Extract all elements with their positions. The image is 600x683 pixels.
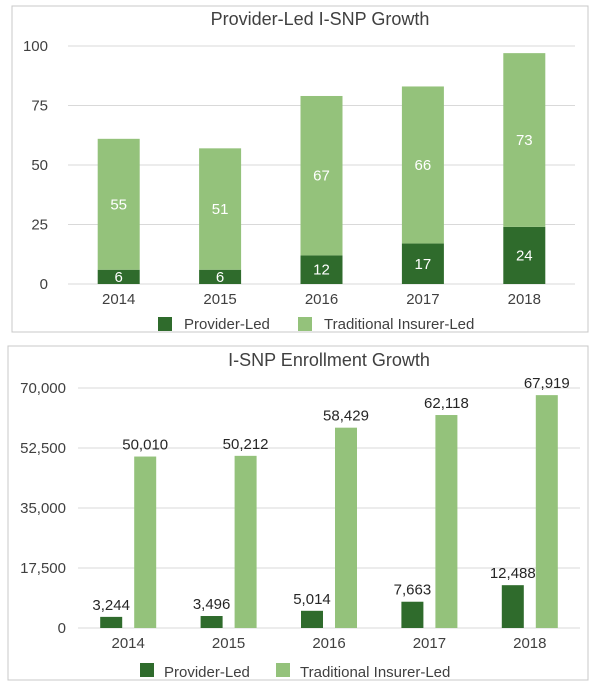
chart1-xtick-label: 2017 xyxy=(406,291,439,308)
chart2-legend-swatch-traditional xyxy=(276,663,290,677)
chart2-legend-label-traditional: Traditional Insurer-Led xyxy=(300,664,450,681)
chart2-bar-traditional xyxy=(535,395,558,628)
chart1-bar-provider xyxy=(97,269,140,284)
chart1-xtick-label: 2015 xyxy=(203,291,236,308)
chart2-ytick-label: 70,000 xyxy=(20,380,66,397)
chart1-bar-traditional xyxy=(503,53,546,227)
chart2-ytick-label: 52,500 xyxy=(20,440,66,457)
chart2-bar-provider xyxy=(301,610,323,628)
chart1-bar-traditional xyxy=(199,148,242,270)
chart2-bar-traditional xyxy=(234,455,257,628)
chart1-ytick-label: 100 xyxy=(23,38,48,55)
chart1-xtick-label: 2014 xyxy=(102,291,135,308)
chart-isnp-enrollment-growth: I-SNP Enrollment Growth 3,244 50,010 3,496… xyxy=(7,345,589,681)
chart1-data-label: 6 xyxy=(115,269,123,286)
chart1-xtick-label: 2018 xyxy=(508,291,541,308)
chart1-legend-swatch-traditional xyxy=(298,317,312,331)
chart2-data-label: 3,496 xyxy=(193,596,231,613)
chart2-bar-traditional xyxy=(435,415,458,628)
chart1-bar-provider xyxy=(401,243,444,284)
chart2-bar-provider xyxy=(501,585,524,628)
chart2-legend-swatch-provider xyxy=(140,663,154,677)
chart1-title: Provider-Led I-SNP Growth xyxy=(211,9,430,29)
chart1-legend-swatch-provider xyxy=(158,317,172,331)
chart2-bar-traditional xyxy=(134,456,157,628)
chart2-frame xyxy=(7,345,589,681)
chart1-data-label: 12 xyxy=(313,262,330,279)
chart1-data-label: 24 xyxy=(516,247,533,264)
chart2-data-label: 50,212 xyxy=(223,436,269,453)
chart2-xtick-label: 2017 xyxy=(413,635,446,652)
chart2-data-label: 12,488 xyxy=(490,565,536,582)
chart1-legend: Provider-Led Traditional Insurer-Led xyxy=(158,316,474,333)
chart2-bar-provider xyxy=(100,616,123,628)
chart1-data-label: 55 xyxy=(110,196,127,213)
chart2-bar-provider xyxy=(401,601,424,628)
chart1-ytick-label: 75 xyxy=(31,98,48,115)
chart2-ytick-label: 35,000 xyxy=(20,500,66,517)
chart2-bar-traditional xyxy=(335,427,357,628)
chart2-xtick-label: 2016 xyxy=(312,635,345,652)
chart1-xtick-label: 2016 xyxy=(305,291,338,308)
chart1-bar-provider xyxy=(300,255,343,284)
chart2-title: I-SNP Enrollment Growth xyxy=(228,350,430,370)
chart1-bar-traditional xyxy=(97,138,140,270)
chart1-bar-traditional xyxy=(300,95,343,256)
chart2-xtick-label: 2015 xyxy=(212,635,245,652)
chart2-data-label: 5,014 xyxy=(293,591,331,608)
chart1-legend-label-provider: Provider-Led xyxy=(184,316,270,333)
chart1-ytick-label: 50 xyxy=(31,157,48,174)
chart1-ytick-label: 25 xyxy=(31,217,48,234)
chart2-xtick-label: 2014 xyxy=(112,635,145,652)
chart2-xtick-label: 2018 xyxy=(513,635,546,652)
chart1-data-label: 6 xyxy=(216,269,224,286)
chart1-legend-label-traditional: Traditional Insurer-Led xyxy=(324,316,474,333)
chart2-data-label: 7,663 xyxy=(394,582,432,599)
chart1-data-label: 17 xyxy=(415,256,432,273)
chart1-bar-traditional xyxy=(401,86,444,244)
chart1-data-label: 73 xyxy=(516,132,533,149)
chart2-ytick-label: 17,500 xyxy=(20,560,66,577)
chart2-data-label: 50,010 xyxy=(122,437,168,454)
chart2-bar-provider xyxy=(200,616,223,628)
chart2-ytick-label: 0 xyxy=(58,620,66,637)
chart2-legend: Provider-Led Traditional Insurer-Led xyxy=(140,663,450,681)
chart1-bar-provider xyxy=(503,226,546,284)
chart2-data-label: 58,429 xyxy=(323,408,369,425)
chart1-data-label: 66 xyxy=(415,157,432,174)
chart1-bar-provider xyxy=(199,269,242,284)
chart1-ytick-label: 0 xyxy=(40,276,48,293)
chart1-data-label: 51 xyxy=(212,201,229,218)
chart2-legend-label-provider: Provider-Led xyxy=(164,664,250,681)
chart2-data-label: 62,118 xyxy=(424,395,469,412)
chart1-data-label: 67 xyxy=(313,168,330,185)
chart-provider-led-isnp-growth: Provider-Led I-SNP Growth 6 55 6 51 12 67 17 66… xyxy=(11,5,589,333)
chart2-data-label: 3,244 xyxy=(92,597,130,614)
chart2-data-label: 67,919 xyxy=(524,375,570,392)
